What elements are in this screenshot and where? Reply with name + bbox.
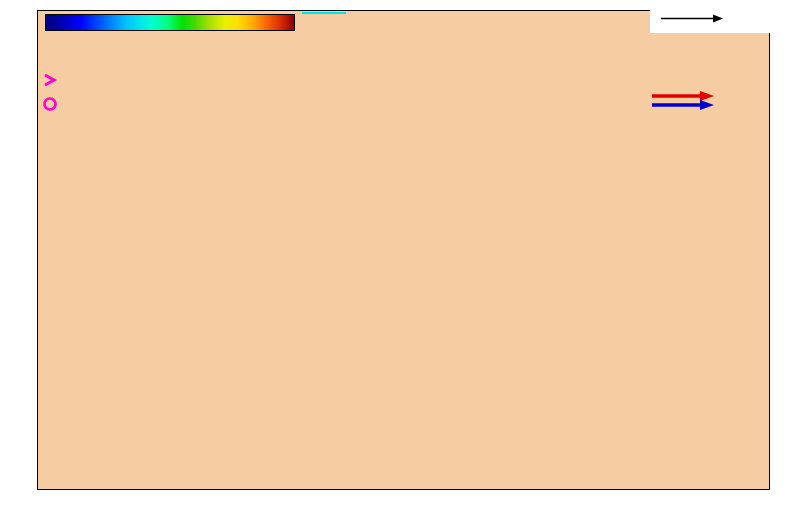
legend-altimetric-sealevel [650, 8, 775, 33]
depth-contour-swatch [302, 12, 346, 14]
legend-hf-radar [650, 88, 775, 117]
colorbar-tick-labels [45, 31, 295, 49]
colorbar-gradient [45, 14, 295, 31]
alti-scale-arrow-icon [653, 12, 773, 30]
legend-depth-contour [302, 10, 346, 14]
vectors-and-contours-layer [38, 11, 769, 489]
map-plot-area[interactable] [37, 10, 770, 490]
legend-argo [42, 96, 64, 115]
hf-scale-arrows-icon [650, 90, 775, 117]
colorbar-legend [45, 12, 295, 49]
drifter-chevron-icon [42, 73, 64, 90]
legend-drifter [42, 72, 64, 90]
argo-circle-icon [42, 96, 64, 115]
